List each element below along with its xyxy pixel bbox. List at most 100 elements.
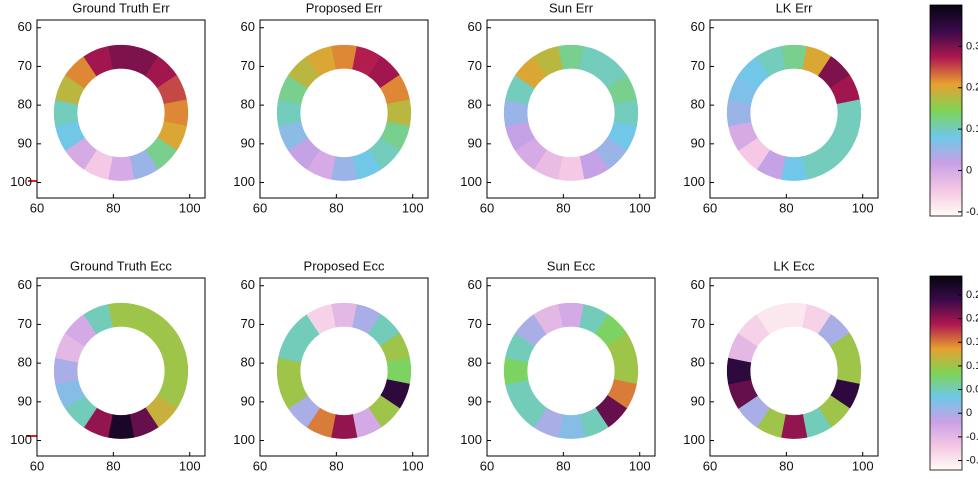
- x-tick-label: 60: [703, 458, 717, 473]
- y-tick-label: 100: [233, 432, 255, 447]
- ring-sector: [756, 46, 786, 77]
- axes-frame: [36, 19, 206, 199]
- colorbar-tick-label: 0.3: [966, 40, 978, 52]
- colorbar-tick-label: 0.1: [966, 123, 978, 135]
- colorbar-tick-label: -0.1: [966, 206, 978, 218]
- x-tick-label: 100: [179, 458, 201, 473]
- y-tick-label: 80: [691, 355, 705, 370]
- y-tick-label: 100: [233, 174, 255, 189]
- colorbar-tick-label: 0.25: [966, 289, 978, 301]
- y-tick-label: 90: [468, 135, 482, 150]
- ring-sector: [306, 304, 336, 335]
- y-tick-label: 90: [691, 135, 705, 150]
- panel-title: Ground Truth Ecc: [70, 258, 172, 273]
- y-tick-label: 90: [18, 393, 32, 408]
- axes-frame: [486, 277, 656, 457]
- panel-title: Proposed Ecc: [304, 258, 385, 273]
- x-tick-label: 100: [852, 200, 874, 215]
- ring-sector: [83, 304, 113, 335]
- ring-sector: [533, 46, 563, 77]
- x-tick-label: 80: [106, 458, 120, 473]
- y-tick-label: 60: [18, 19, 32, 34]
- y-tick-label: 80: [18, 97, 32, 112]
- colorbar-tick-label: -0.1: [966, 454, 978, 466]
- x-tick-label: 100: [629, 200, 651, 215]
- x-tick-label: 60: [253, 200, 267, 215]
- ring-sector: [533, 304, 563, 335]
- y-tick-label: 90: [468, 393, 482, 408]
- axes-frame: [259, 277, 429, 457]
- x-tick-label: 100: [179, 200, 201, 215]
- x-tick-label: 80: [556, 458, 570, 473]
- y-tick-label: 100: [460, 432, 482, 447]
- panel-title: Sun Ecc: [547, 258, 596, 273]
- y-tick-label: 70: [468, 58, 482, 73]
- axes-frame: [709, 277, 879, 457]
- x-tick-label: 60: [253, 458, 267, 473]
- y-tick-label: 80: [18, 355, 32, 370]
- y-tick-label: 60: [241, 277, 255, 292]
- x-tick-label: 80: [556, 200, 570, 215]
- x-tick-label: 60: [30, 458, 44, 473]
- y-tick-label: 100: [460, 174, 482, 189]
- x-tick-label: 60: [480, 200, 494, 215]
- panel-title: Sun Err: [549, 0, 594, 15]
- colorbar-tick-label: 0: [966, 164, 972, 176]
- y-tick-label: 90: [241, 393, 255, 408]
- y-tick-label: 80: [468, 97, 482, 112]
- x-tick-label: 80: [329, 458, 343, 473]
- colorbar: [929, 275, 963, 471]
- y-tick-label: 80: [241, 355, 255, 370]
- colorbar: [929, 4, 963, 217]
- panel-title: Proposed Err: [306, 0, 383, 15]
- ring-sector: [83, 46, 113, 77]
- y-tick-label: 70: [241, 316, 255, 331]
- axes-frame: [259, 19, 429, 199]
- y-tick-label: 80: [691, 97, 705, 112]
- axes-frame: [36, 277, 206, 457]
- y-tick-label: 80: [241, 97, 255, 112]
- y-tick-label: 100: [683, 174, 705, 189]
- y-tick-label: 70: [18, 58, 32, 73]
- x-tick-label: 100: [402, 458, 424, 473]
- y-tick-label: 60: [691, 277, 705, 292]
- y-tick-label: 60: [691, 19, 705, 34]
- y-tick-label: 70: [241, 58, 255, 73]
- ring-sector: [756, 304, 786, 335]
- x-tick-label: 80: [329, 200, 343, 215]
- ring-sector: [306, 46, 336, 77]
- y-tick-label: 80: [468, 355, 482, 370]
- x-tick-label: 60: [30, 200, 44, 215]
- y-tick-label: 100: [10, 432, 32, 447]
- x-tick-label: 100: [402, 200, 424, 215]
- colorbar-tick-label: 0.1: [966, 360, 978, 372]
- panel-title: LK Err: [776, 0, 814, 15]
- colorbar-tick-label: 0.2: [966, 82, 978, 94]
- y-tick-label: 60: [468, 277, 482, 292]
- colorbar-tick-label: -0.05: [966, 431, 978, 443]
- x-tick-label: 60: [480, 458, 494, 473]
- y-tick-label: 70: [468, 316, 482, 331]
- x-tick-label: 60: [703, 200, 717, 215]
- colorbar-tick-label: 0.15: [966, 336, 978, 348]
- y-tick-label: 60: [241, 19, 255, 34]
- y-tick-label: 70: [691, 58, 705, 73]
- x-tick-label: 100: [629, 458, 651, 473]
- axes-frame: [709, 19, 879, 199]
- panel-title: LK Ecc: [773, 258, 815, 273]
- y-tick-label: 90: [241, 135, 255, 150]
- x-tick-label: 80: [779, 458, 793, 473]
- y-tick-label: 70: [691, 316, 705, 331]
- colorbar-tick-label: 0.05: [966, 383, 978, 395]
- y-tick-label: 70: [18, 316, 32, 331]
- y-tick-label: 90: [691, 393, 705, 408]
- y-tick-label: 60: [18, 277, 32, 292]
- x-tick-label: 80: [106, 200, 120, 215]
- y-tick-label: 60: [468, 19, 482, 34]
- x-tick-label: 80: [779, 200, 793, 215]
- panel-title: Ground Truth Err: [72, 0, 170, 15]
- colorbar-tick-label: 0.2: [966, 312, 978, 324]
- axes-frame: [486, 19, 656, 199]
- y-tick-label: 90: [18, 135, 32, 150]
